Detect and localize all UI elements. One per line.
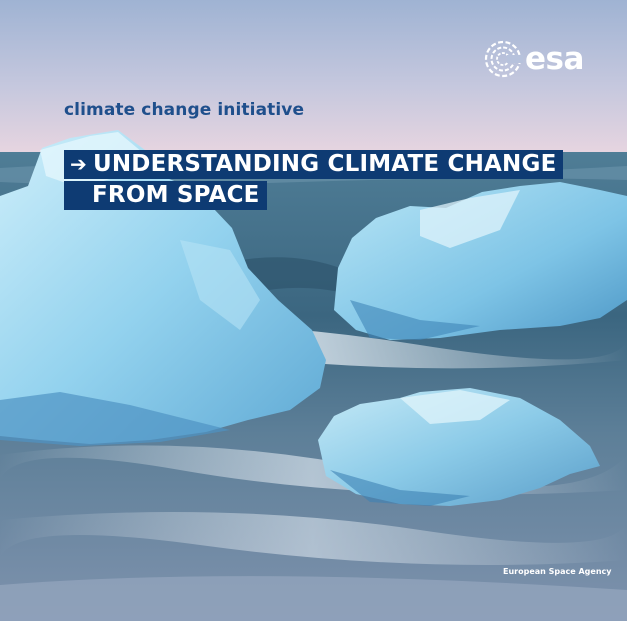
esa-logo: esa	[483, 38, 593, 80]
agency-name: European Space Agency	[503, 567, 612, 576]
cover-title-line-1: ➔ UNDERSTANDING CLIMATE CHANGE	[64, 150, 564, 179]
cover-subtitle: climate change initiative	[64, 100, 305, 120]
cover-title-line-2: FROM SPACE	[64, 181, 267, 210]
arrow-right-icon: ➔	[70, 152, 87, 176]
esa-logo-text: esa	[525, 40, 584, 77]
esa-swirl-icon	[484, 40, 523, 78]
cover-title-text-1: UNDERSTANDING CLIMATE CHANGE	[92, 151, 557, 177]
cover-title-text-2: FROM SPACE	[92, 182, 260, 208]
